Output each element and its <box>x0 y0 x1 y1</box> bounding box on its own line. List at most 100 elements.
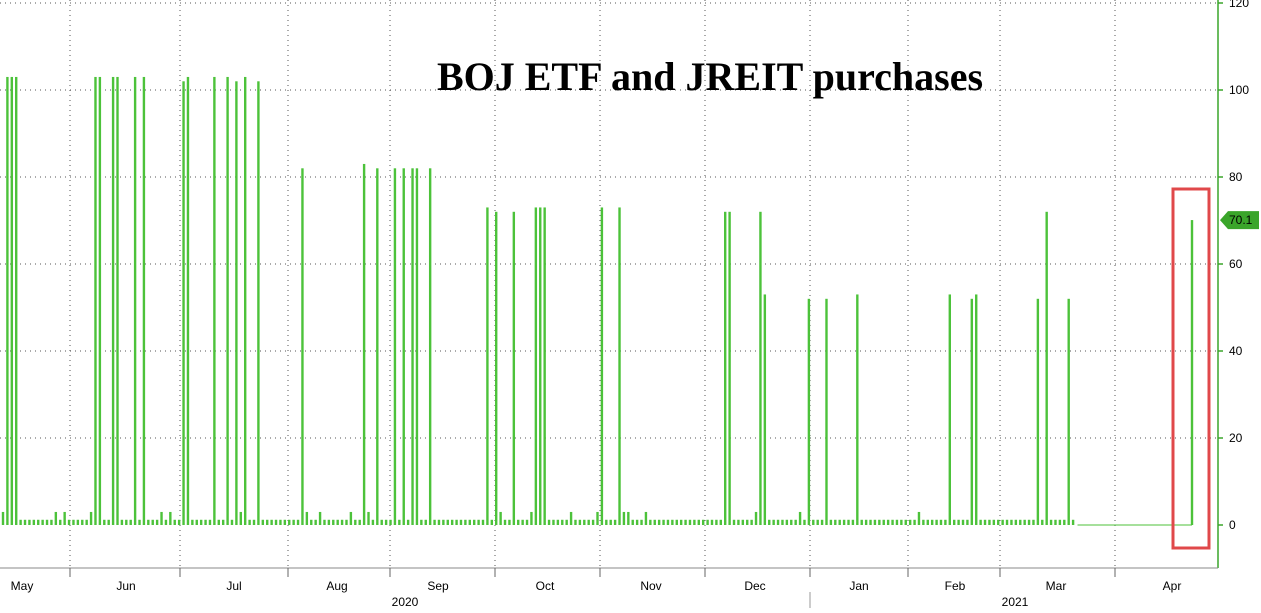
chart-bar <box>1049 519 1053 525</box>
chart-bar <box>926 519 929 525</box>
chart-bar <box>930 519 934 525</box>
chart-bar <box>966 519 969 525</box>
chart-bar <box>715 519 718 525</box>
chart-bar <box>239 511 242 525</box>
chart-bar <box>1071 519 1075 525</box>
chart-bar <box>578 519 582 525</box>
chart-bar <box>772 519 775 525</box>
chart-bar <box>618 207 621 525</box>
chart-bar <box>41 519 44 525</box>
chart-bar <box>129 519 132 525</box>
chart-bar <box>596 511 599 525</box>
chart-bar <box>847 519 850 525</box>
chart-bar <box>895 519 899 525</box>
chart-bar <box>120 519 124 525</box>
chart-bar <box>204 519 207 525</box>
chart-bar <box>279 519 282 525</box>
x-tick-label: Sep <box>427 579 449 593</box>
chart-bar <box>323 519 326 525</box>
chart-bar <box>1010 519 1013 525</box>
chart-bar <box>182 81 185 526</box>
chart-bar <box>362 163 366 525</box>
chart-bar <box>424 519 427 525</box>
chart-bar <box>94 76 97 525</box>
chart-bar <box>640 519 643 525</box>
chart-bar <box>719 519 722 525</box>
chart-bar <box>98 76 102 525</box>
chart-bar <box>28 519 31 525</box>
chart-bar <box>904 519 907 525</box>
chart-bar <box>10 76 14 525</box>
chart-bar <box>195 519 198 525</box>
chart-bar <box>235 81 238 526</box>
y-tick-label: 120 <box>1229 0 1249 10</box>
chart-bar <box>442 519 445 525</box>
chart-bar <box>891 519 894 525</box>
chart-bar <box>794 519 797 525</box>
chart-bar <box>217 519 220 525</box>
chart-bar <box>252 519 256 525</box>
chart-bar <box>917 511 921 525</box>
chart-bar <box>684 519 687 525</box>
chart-bar <box>111 76 115 525</box>
chart-bar <box>948 294 951 525</box>
x-tick-label: Oct <box>536 579 555 593</box>
chart-bar <box>798 511 802 525</box>
chart-bar <box>147 519 150 525</box>
chart-bar <box>803 519 806 525</box>
chart-bar <box>1014 519 1018 525</box>
chart-bar <box>829 519 833 525</box>
x-tick-label: Jan <box>849 579 868 593</box>
chart-bar <box>666 519 670 525</box>
chart-bar <box>556 519 560 525</box>
highlight-box <box>1171 187 1211 550</box>
chart-bar <box>961 519 965 525</box>
chart-bar <box>587 519 590 525</box>
chart-bar <box>340 519 344 525</box>
x-tick-label: Mar <box>1046 579 1067 593</box>
chart-bar <box>380 519 383 525</box>
chart-bar <box>781 519 784 525</box>
chart-bar <box>85 519 88 525</box>
chart-bar <box>358 519 361 525</box>
chart-bar <box>807 298 811 525</box>
chart-bar <box>411 168 414 526</box>
y-tick-label: 80 <box>1229 170 1243 184</box>
chart-bar <box>697 519 700 525</box>
chart-bar <box>59 519 62 525</box>
chart-bar <box>464 519 467 525</box>
chart-bar <box>706 519 709 525</box>
chart-bar <box>530 511 533 525</box>
x-tick-label: Feb <box>945 579 966 593</box>
chart-bar <box>741 519 745 525</box>
chart-bar <box>54 511 58 525</box>
chart-bar <box>32 519 36 525</box>
chart-bar <box>882 519 885 525</box>
chart-bar <box>67 519 71 525</box>
chart-bar <box>45 519 49 525</box>
chart-bar <box>1023 519 1026 525</box>
chart-bar <box>433 519 436 525</box>
chart-bar <box>406 519 410 525</box>
chart-bar <box>710 519 714 525</box>
chart-bar <box>534 207 538 525</box>
chart-bar <box>627 511 630 525</box>
chart-bar <box>1067 298 1070 525</box>
chart-bar <box>970 298 974 525</box>
chart-bar <box>125 519 128 525</box>
chart-bar <box>446 519 449 525</box>
chart-bar <box>591 519 595 525</box>
chart-bar <box>288 519 291 525</box>
chart-bar <box>517 519 520 525</box>
chart-bar <box>886 519 890 525</box>
chart-bar <box>76 519 80 525</box>
chart-bar <box>1041 519 1044 525</box>
chart-bar <box>177 519 181 525</box>
chart-bar <box>164 519 168 525</box>
chart-bar <box>332 519 335 525</box>
gridlines <box>0 0 1218 568</box>
y-tick-label: 20 <box>1229 431 1243 445</box>
chart-bar <box>543 207 546 525</box>
chart-bar <box>318 511 322 525</box>
